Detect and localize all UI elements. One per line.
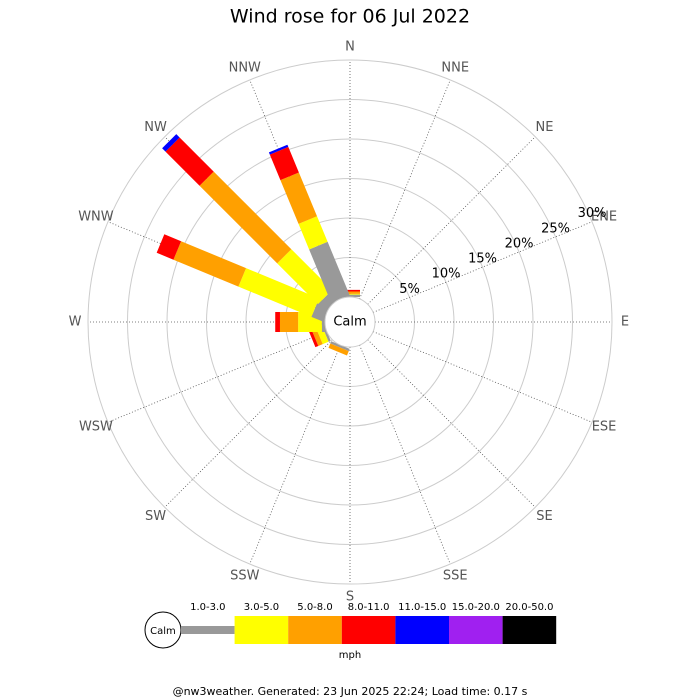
- legend-label: 20.0-50.0: [505, 602, 553, 613]
- direction-label: SW: [145, 509, 166, 524]
- spoke: [367, 136, 536, 305]
- spoke: [164, 339, 333, 508]
- bar-segment: [268, 144, 289, 155]
- spoke: [359, 79, 451, 300]
- legend-swatch: [502, 616, 557, 644]
- bar-segment: [199, 171, 292, 264]
- legend-swatch: [234, 616, 289, 644]
- bar-segment: [277, 249, 333, 305]
- bar-segment: [309, 241, 350, 303]
- bar-segment: [310, 325, 323, 346]
- direction-label: NNW: [229, 60, 261, 75]
- direction-label: S: [346, 590, 354, 605]
- spoke: [107, 331, 328, 423]
- r-tick-label: 5%: [399, 282, 420, 297]
- legend-label: 15.0-20.0: [452, 602, 500, 613]
- legend-swatch: [395, 616, 449, 644]
- direction-label: ESE: [592, 420, 617, 435]
- spoke: [367, 339, 536, 508]
- direction-label: SE: [536, 509, 552, 524]
- legend-swatch: [341, 616, 396, 644]
- bar-segment: [328, 343, 349, 356]
- direction-label: SSE: [443, 569, 468, 584]
- bar-segment: [315, 323, 329, 345]
- legend-label: 11.0-15.0: [398, 602, 446, 613]
- legend-label: 1.0-3.0: [190, 602, 225, 613]
- legend-calm-label: Calm: [150, 626, 176, 637]
- bar-segment: [238, 268, 320, 317]
- direction-label: NE: [535, 120, 553, 135]
- unit-label: mph: [339, 650, 361, 661]
- grid-ring: [166, 138, 534, 506]
- bar-segment: [311, 298, 331, 322]
- legend-swatch: [288, 616, 342, 644]
- direction-label: NNE: [441, 60, 469, 75]
- direction-label: WSW: [79, 420, 113, 435]
- bar-segment: [307, 327, 319, 348]
- bar-segment: [269, 146, 299, 181]
- bar-segment: [280, 172, 318, 224]
- r-tick-label: 20%: [505, 236, 534, 251]
- spoke: [359, 344, 451, 565]
- bar-segment: [156, 234, 182, 260]
- direction-label: WNW: [78, 209, 114, 224]
- spoke: [372, 221, 593, 313]
- legend-label: 5.0-8.0: [297, 602, 332, 613]
- grid-ring: [127, 99, 573, 545]
- bar-segment: [162, 134, 180, 152]
- spoke: [249, 344, 341, 565]
- calm-circle: [324, 296, 376, 348]
- spoke: [372, 331, 593, 423]
- bar-segment: [165, 137, 214, 186]
- r-tick-label: 25%: [541, 221, 570, 236]
- r-tick-label: 30%: [578, 206, 607, 221]
- bar-segment: [173, 241, 247, 287]
- bar-segment: [317, 289, 340, 312]
- direction-label: NW: [144, 120, 167, 135]
- grid-ring: [206, 178, 494, 466]
- calm-label: Calm: [333, 315, 366, 330]
- direction-label: SSW: [230, 569, 260, 584]
- bar-segment: [298, 216, 328, 250]
- direction-label: N: [345, 40, 355, 55]
- r-tick-label: 15%: [468, 252, 497, 267]
- legend-label: 3.0-5.0: [244, 602, 279, 613]
- r-tick-label: 10%: [432, 267, 461, 282]
- legend-swatch: [181, 626, 235, 634]
- direction-label: ENE: [591, 209, 617, 224]
- footer: @nw3weather. Generated: 23 Jun 2025 22:2…: [173, 685, 528, 698]
- direction-label: E: [621, 315, 629, 330]
- direction-label: W: [69, 315, 82, 330]
- legend-swatch: [449, 616, 503, 644]
- grid-ring: [87, 59, 613, 585]
- chart-title: Wind rose for 06 Jul 2022: [230, 6, 470, 28]
- legend-label: 8.0-11.0: [348, 602, 390, 613]
